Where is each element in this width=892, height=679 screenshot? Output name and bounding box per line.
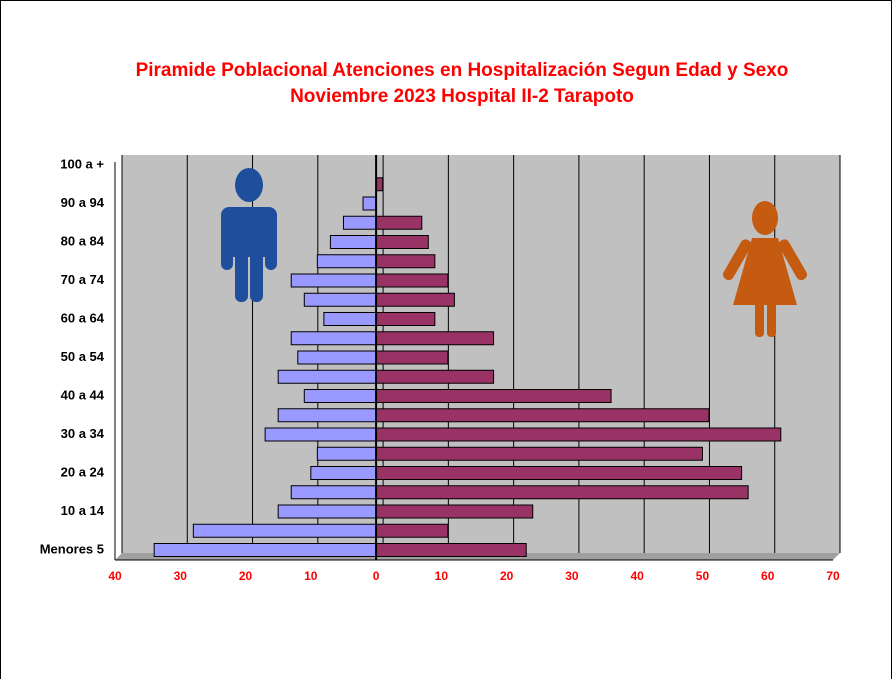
x-tick-label: 40 <box>108 569 122 583</box>
y-tick-label: 30 a 34 <box>61 426 105 441</box>
chart-title: Piramide Poblacional Atenciones en Hospi… <box>136 60 789 81</box>
bar <box>375 446 703 461</box>
bar <box>375 408 710 423</box>
x-tick-label: 10 <box>435 569 449 583</box>
bar <box>375 389 612 403</box>
x-tick-label: 40 <box>631 569 645 583</box>
bar <box>375 312 436 326</box>
bar <box>316 254 377 269</box>
male-icon <box>221 168 277 302</box>
female-icon <box>722 201 807 337</box>
bar <box>375 235 429 249</box>
y-tick-label: 50 a 54 <box>61 349 105 364</box>
y-tick-label: 70 a 74 <box>61 272 105 287</box>
bar <box>153 543 377 557</box>
bar <box>192 523 377 538</box>
bar <box>375 543 527 557</box>
bar <box>375 331 495 346</box>
bar <box>310 466 377 480</box>
bar <box>375 466 743 480</box>
y-tick-label: 90 a 94 <box>61 195 105 210</box>
y-tick-label: Menores 5 <box>40 541 104 556</box>
bar <box>375 273 449 288</box>
bar <box>375 504 534 519</box>
bar <box>316 446 377 461</box>
bar <box>329 235 377 249</box>
y-tick-label: 10 a 14 <box>61 503 105 518</box>
x-tick-label: 0 <box>373 569 380 583</box>
chart-subtitle: Noviembre 2023 Hospital II-2 Tarapoto <box>290 86 634 107</box>
bar <box>342 215 377 230</box>
bar <box>375 350 449 365</box>
y-tick-label: 40 a 44 <box>61 387 105 402</box>
x-tick-label: 20 <box>500 569 514 583</box>
bar <box>375 523 449 538</box>
bar <box>375 254 436 269</box>
x-tick-label: 30 <box>565 569 579 583</box>
y-tick-label: 60 a 64 <box>61 310 105 325</box>
x-tick-label: 50 <box>696 569 710 583</box>
bar <box>303 389 377 403</box>
bar <box>277 408 377 423</box>
bar <box>277 504 377 519</box>
bar <box>362 196 377 211</box>
bar <box>375 292 455 307</box>
y-tick-label: 100 a + <box>60 156 104 171</box>
bar <box>297 350 377 365</box>
bar <box>323 312 377 326</box>
x-tick-label: 20 <box>239 569 253 583</box>
x-tick-label: 70 <box>826 569 840 583</box>
x-tick-label: 60 <box>761 569 775 583</box>
x-tick-label: 30 <box>174 569 188 583</box>
y-tick-label: 80 a 84 <box>61 233 105 248</box>
y-tick-label: 20 a 24 <box>61 464 105 479</box>
bar <box>375 485 749 500</box>
bar <box>375 369 495 384</box>
bar <box>375 427 782 442</box>
bar <box>290 273 377 288</box>
bar <box>277 369 377 384</box>
bar <box>375 215 423 230</box>
bar <box>290 485 377 500</box>
bar <box>290 331 377 346</box>
bar <box>303 292 377 307</box>
x-tick-label: 10 <box>304 569 318 583</box>
bar <box>264 427 377 442</box>
